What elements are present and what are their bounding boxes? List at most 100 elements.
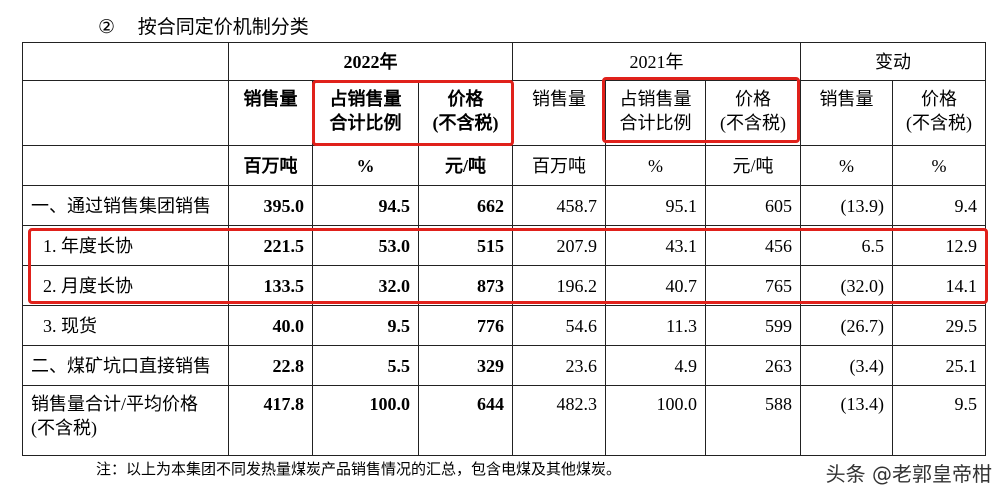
value-cell: 23.6 xyxy=(512,345,606,386)
unit-cell-text: 百万吨 xyxy=(243,155,298,176)
value-cell: 196.2 xyxy=(512,265,606,306)
value-cell: (13.9) xyxy=(800,185,893,226)
value-cell-text: 395.0 xyxy=(263,195,305,216)
row-label-text: (不含税) xyxy=(31,418,97,438)
corner-cell xyxy=(22,42,229,81)
column-header-text: 合计比例 xyxy=(329,113,402,133)
value-cell-text: (26.7) xyxy=(840,315,885,336)
value-cell-text: 605 xyxy=(765,195,792,216)
unit-cell-text: % xyxy=(356,155,375,176)
value-cell-text: 329 xyxy=(477,355,504,376)
value-cell: 4.9 xyxy=(605,345,706,386)
column-header-text: 合计比例 xyxy=(619,113,692,133)
row-label: 二、煤矿坑口直接销售 xyxy=(22,345,229,386)
value-cell: 776 xyxy=(418,305,513,346)
row-label-text: 一、通过销售集团销售 xyxy=(31,195,211,216)
value-cell: 100.0 xyxy=(605,385,706,456)
column-header-text: 价格 xyxy=(921,89,957,109)
value-cell-text: 482.3 xyxy=(556,394,598,414)
column-header-text: (不含税) xyxy=(720,113,786,133)
value-cell-text: 43.1 xyxy=(665,235,698,256)
value-cell: 95.1 xyxy=(605,185,706,226)
row-label-text: 3. 现货 xyxy=(43,315,97,336)
column-header-text: (不含税) xyxy=(906,113,972,133)
column-header-text: 占销售量 xyxy=(619,89,692,109)
highlight-box xyxy=(602,77,800,143)
value-cell-text: 4.9 xyxy=(674,355,698,376)
row-label-text: 销售量合计/平均价格 xyxy=(31,394,199,414)
value-cell-text: 417.8 xyxy=(263,394,305,414)
value-cell-text: 263 xyxy=(765,355,792,376)
row-label-text: 1. 年度长协 xyxy=(43,235,133,256)
row-label-text: 2. 月度长协 xyxy=(43,275,133,296)
value-cell: 515 xyxy=(418,225,513,266)
table-row: 销售量 占销售量 合计比例 价格 (不含税) 销售量 占销售量 合计比例 价格 (不含税) 销售量价… xyxy=(22,80,986,146)
value-cell-text: 53.0 xyxy=(378,235,411,256)
value-cell-text: 873 xyxy=(477,275,504,296)
group-header-text: 2022年 xyxy=(343,51,398,72)
value-cell: 133.5 xyxy=(228,265,313,306)
unit-cell-text: % xyxy=(931,155,947,176)
value-cell: 22.8 xyxy=(228,345,313,386)
column-header-text: 销售量 xyxy=(532,89,586,109)
column-header-text: 价格 xyxy=(447,89,484,109)
value-cell-text: 32.0 xyxy=(378,275,411,296)
value-cell-text: 40.7 xyxy=(665,275,698,296)
value-cell-text: 9.4 xyxy=(954,195,978,216)
value-cell: 644 xyxy=(418,385,513,456)
value-cell-text: 207.9 xyxy=(556,235,598,256)
value-cell: 417.8 xyxy=(228,385,313,456)
value-cell: 605 xyxy=(705,185,801,226)
table-row: 销售量合计/平均价格 (不含税) 417.8 100.0 644 482.3 100.0 58… xyxy=(22,385,986,456)
row-label-text: 二、煤矿坑口直接销售 xyxy=(31,355,211,376)
unit-cell-text: 百万吨 xyxy=(532,155,586,176)
column-header: 价格 (不含税) xyxy=(705,80,801,146)
value-cell: 5.5 xyxy=(312,345,419,386)
value-cell-text: (13.9) xyxy=(840,195,885,216)
value-cell: (32.0) xyxy=(800,265,893,306)
unit-cell-text: % xyxy=(839,155,854,176)
value-cell: 40.7 xyxy=(605,265,706,306)
table-row: 2. 月度长协 133.5 32.0 873 196.2 40.7 765 (32.0) 14.… xyxy=(22,265,986,306)
value-cell-text: (3.4) xyxy=(849,355,885,376)
value-cell-text: 6.5 xyxy=(861,235,885,256)
section-title: 按合同定价机制分类 xyxy=(137,17,309,38)
column-header-text: (不含税) xyxy=(432,113,499,133)
value-cell-text: (32.0) xyxy=(840,275,885,296)
table-row: 1. 年度长协 221.5 53.0 515 207.9 43.1 456 6.5 12.9 xyxy=(22,225,986,266)
value-cell-text: 5.5 xyxy=(387,355,411,376)
value-cell-text: 23.6 xyxy=(565,355,598,376)
value-cell: 395.0 xyxy=(228,185,313,226)
column-header-text: 占销售量 xyxy=(329,89,402,109)
column-header: 销售量 xyxy=(512,80,606,146)
table-row: 3. 现货 40.0 9.5 776 54.6 11.3 599 (26.7) 29.5 xyxy=(22,305,986,346)
unit-cell: % xyxy=(605,145,706,186)
value-cell-text: 100.0 xyxy=(369,394,411,414)
value-cell-text: 29.5 xyxy=(945,315,978,336)
corner-cell xyxy=(22,80,229,146)
group-header: 2021年 xyxy=(512,42,801,81)
value-cell: 458.7 xyxy=(512,185,606,226)
unit-cell-text: 元/吨 xyxy=(732,155,774,176)
unit-cell: 百万吨 xyxy=(512,145,606,186)
value-cell-text: 22.8 xyxy=(272,355,305,376)
value-cell: 14.1 xyxy=(892,265,986,306)
unit-cell: % xyxy=(892,145,986,186)
value-cell-text: 9.5 xyxy=(954,394,978,414)
value-cell: 100.0 xyxy=(312,385,419,456)
value-cell: 40.0 xyxy=(228,305,313,346)
value-cell: 25.1 xyxy=(892,345,986,386)
value-cell-text: 588 xyxy=(765,394,792,414)
value-cell-text: 515 xyxy=(477,235,504,256)
column-header: 销售量 xyxy=(228,80,313,146)
value-cell: 43.1 xyxy=(605,225,706,266)
group-header: 变动 xyxy=(800,42,986,81)
section-heading: ② 按合同定价机制分类 xyxy=(98,12,309,39)
unit-cell: 元/吨 xyxy=(418,145,513,186)
value-cell: 9.5 xyxy=(892,385,986,456)
value-cell-text: 12.9 xyxy=(945,235,978,256)
value-cell-text: 456 xyxy=(765,235,792,256)
column-header: 销售量 xyxy=(800,80,893,146)
value-cell: 94.5 xyxy=(312,185,419,226)
value-cell: 662 xyxy=(418,185,513,226)
